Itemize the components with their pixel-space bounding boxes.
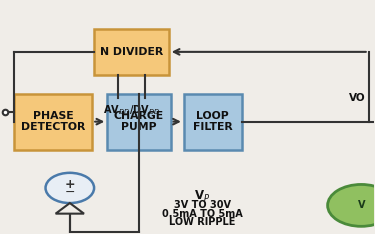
Text: V: V [357,200,365,210]
FancyBboxPatch shape [94,29,169,75]
FancyBboxPatch shape [184,94,242,150]
Text: LOW RIPPLE: LOW RIPPLE [169,217,236,227]
Text: N DIVIDER: N DIVIDER [100,47,163,57]
Text: PHASE
DETECTOR: PHASE DETECTOR [21,111,85,132]
Text: −: − [64,186,75,199]
Text: AV$_{DD}$/DV$_{DD}$: AV$_{DD}$/DV$_{DD}$ [103,103,160,117]
Circle shape [328,184,375,226]
Circle shape [45,173,94,203]
Text: VO: VO [349,93,366,103]
Text: 0.5mA TO 5mA: 0.5mA TO 5mA [162,208,243,219]
Text: V$_P$: V$_P$ [194,189,210,204]
Text: +: + [64,178,75,191]
Text: CHARGE
PUMP: CHARGE PUMP [114,111,164,132]
FancyBboxPatch shape [107,94,171,150]
Polygon shape [56,203,84,214]
Text: 3V TO 30V: 3V TO 30V [174,200,231,210]
Text: LOOP
FILTER: LOOP FILTER [193,111,232,132]
FancyBboxPatch shape [14,94,92,150]
